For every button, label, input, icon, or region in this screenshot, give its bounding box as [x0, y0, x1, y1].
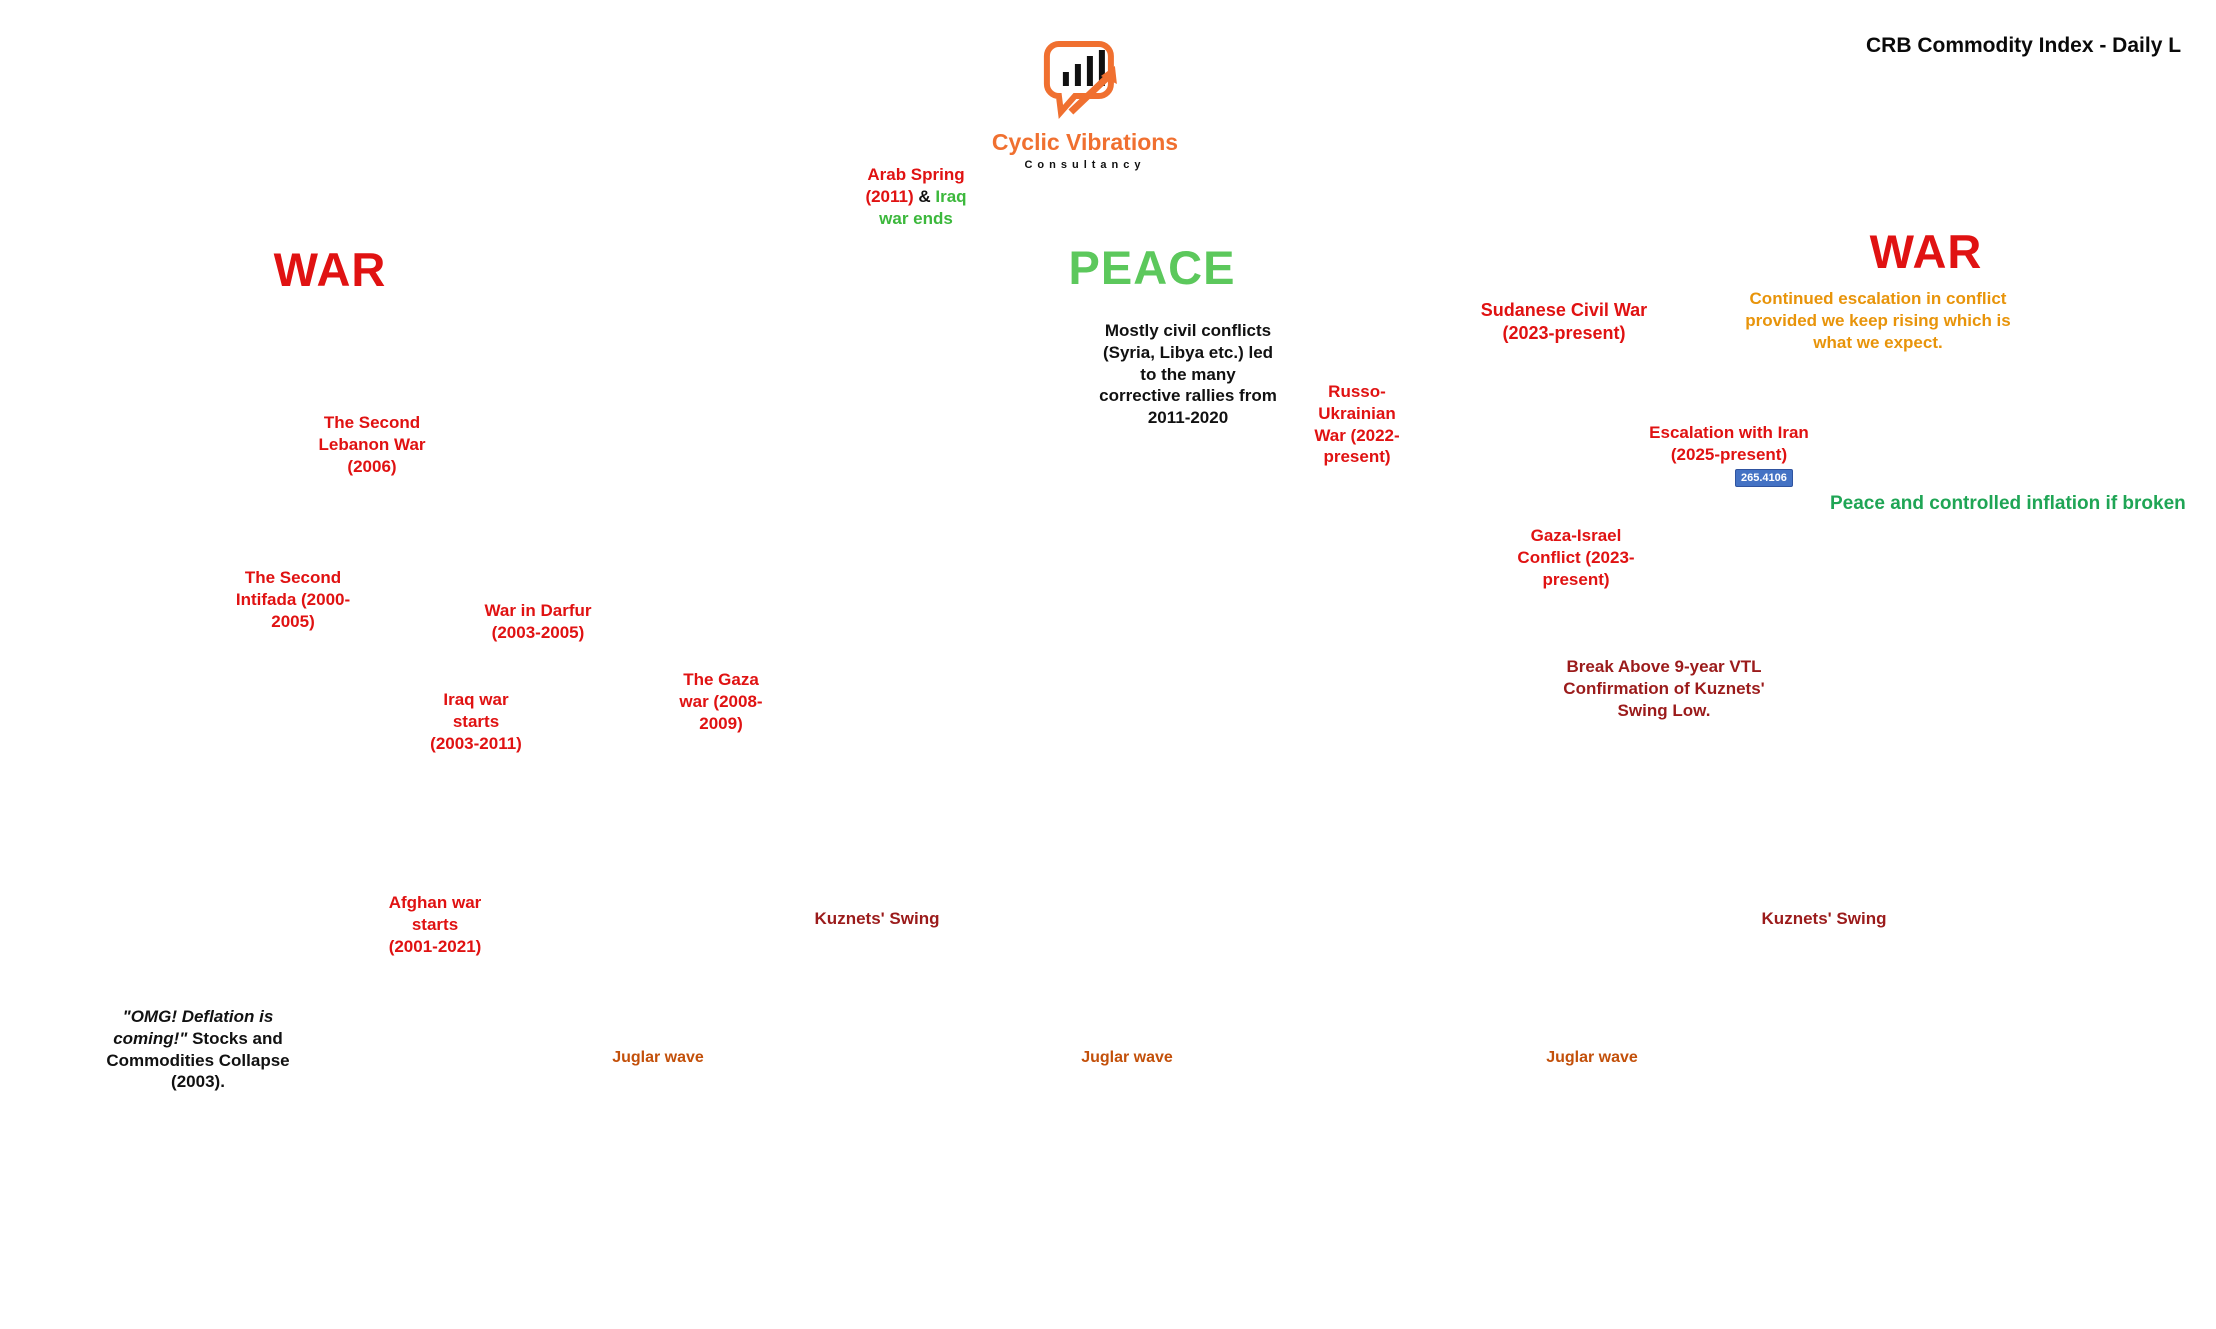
- juglar-wave-label-1: Juglar wave: [612, 1049, 704, 1066]
- logo-bar-3: [1086, 56, 1093, 86]
- logo-bar-4: [1098, 50, 1105, 86]
- logo-subtitle: Consultancy: [1024, 159, 1146, 171]
- annotation-russo-ukrainian: Russo- Ukrainian War (2022- present): [1314, 382, 1400, 467]
- logo-bar-2: [1074, 64, 1081, 86]
- annotation-peace-if-broken: Peace and controlled inflation if broken: [1830, 493, 2186, 514]
- logo-bar-1: [1062, 72, 1069, 86]
- logo-name: Cyclic Vibrations: [991, 129, 1179, 155]
- war-label-right: WAR: [1869, 225, 1983, 278]
- price-value-label: 265.4106: [1735, 469, 1793, 487]
- logo: Cyclic Vibrations Consultancy: [992, 38, 1178, 171]
- kuznets-swing-label-right: Kuznets' Swing: [1761, 909, 1887, 928]
- annotation-iraq-war-starts: Iraq war starts (2003-2011): [430, 690, 522, 753]
- annotation-civil-conflicts: Mostly civil conflicts (Syria, Libya etc…: [1099, 321, 1277, 427]
- chart-title: CRB Commodity Index - Daily L: [1866, 34, 2182, 57]
- logo-icon: [1043, 41, 1117, 120]
- annotation-darfur: War in Darfur (2003-2005): [484, 601, 592, 642]
- annotation-arab-spring: Arab Spring (2011) & Iraq war ends: [865, 165, 967, 228]
- annotation-afghan-war: Afghan war starts (2001-2021): [388, 893, 482, 956]
- annotation-iran: Escalation with Iran (2025-present): [1649, 423, 1809, 464]
- juglar-wave-label-3: Juglar wave: [1546, 1049, 1638, 1066]
- logo-bubble: [1043, 41, 1114, 120]
- annotation-gaza-war: The Gaza war (2008- 2009): [679, 670, 763, 733]
- annotation-omg-deflation: "OMG! Deflation is coming!" Stocks and C…: [106, 1007, 290, 1092]
- annotation-sudanese: Sudanese Civil War (2023-present): [1480, 300, 1648, 344]
- juglar-wave-label-2: Juglar wave: [1081, 1049, 1173, 1066]
- logo-arrowhead: [1100, 66, 1117, 84]
- kuznets-swing-label-left: Kuznets' Swing: [814, 909, 940, 928]
- annotation-gaza-israel: Gaza-Israel Conflict (2023- present): [1517, 526, 1635, 589]
- war-label-left: WAR: [273, 243, 387, 296]
- annotation-continued-escalation: Continued escalation in conflict provide…: [1745, 289, 2011, 352]
- annotation-lebanon-war: The Second Lebanon War (2006): [318, 413, 426, 476]
- peace-label: PEACE: [1068, 241, 1236, 294]
- annotation-break-above-vtl: Break Above 9-year VTL Confirmation of K…: [1563, 657, 1765, 720]
- logo-arrow: [1068, 71, 1114, 115]
- annotation-intifada: The Second Intifada (2000- 2005): [235, 568, 351, 631]
